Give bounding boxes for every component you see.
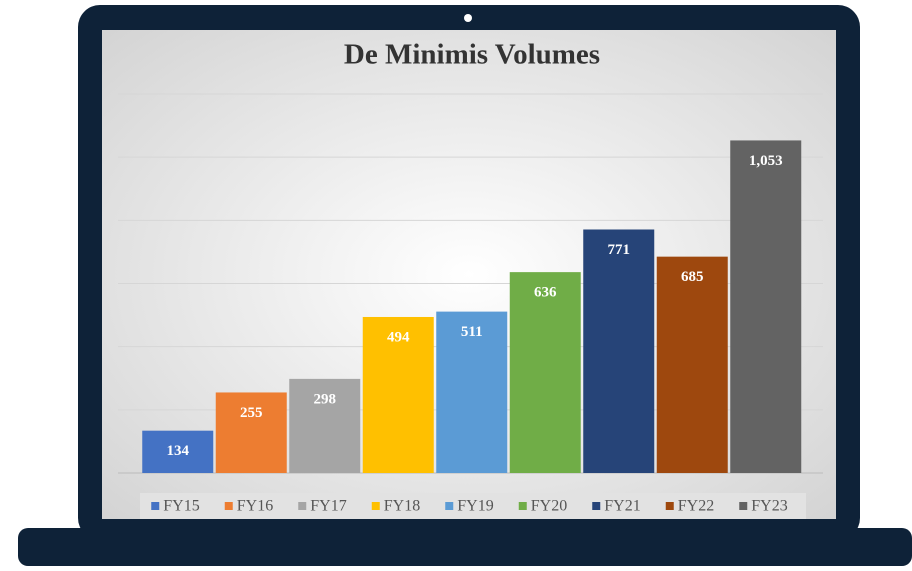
- data-label: 771: [608, 242, 631, 258]
- bar: [215, 392, 287, 473]
- legend-label: FY22: [678, 498, 714, 515]
- legend-label: FY23: [751, 498, 787, 515]
- legend-swatch: [151, 502, 160, 510]
- legend-label: FY18: [384, 498, 420, 515]
- legend-swatch: [445, 502, 454, 510]
- data-label: 685: [681, 269, 704, 285]
- data-label: 1,053: [749, 153, 783, 169]
- bar: [289, 378, 361, 473]
- legend-background: [140, 493, 806, 519]
- data-label: 636: [534, 285, 557, 301]
- data-label: 511: [461, 324, 483, 340]
- bar: [583, 229, 655, 473]
- bar: [730, 140, 802, 474]
- legend-swatch: [739, 502, 748, 510]
- legend-swatch: [592, 502, 601, 510]
- legend-swatch: [298, 502, 307, 510]
- legend-swatch: [371, 502, 380, 510]
- legend-swatch: [518, 502, 527, 510]
- laptop-base: [18, 528, 912, 566]
- bar: [656, 256, 728, 473]
- legend-label: FY21: [604, 498, 640, 515]
- legend-label: FY17: [310, 498, 346, 515]
- legend-label: FY16: [237, 498, 273, 515]
- bar: [509, 272, 581, 473]
- data-label: 134: [167, 443, 190, 459]
- chart-title: De Minimis Volumes: [344, 39, 600, 71]
- legend-swatch: [224, 502, 233, 510]
- data-label: 494: [387, 329, 410, 345]
- legend-label: FY20: [531, 498, 567, 515]
- legend-label: FY19: [457, 498, 493, 515]
- legend-swatch: [665, 502, 674, 510]
- bar: [436, 311, 508, 473]
- bar: [142, 430, 214, 473]
- data-label: 255: [240, 405, 263, 421]
- bar: [362, 316, 434, 473]
- legend-label: FY15: [163, 498, 199, 515]
- camera: [464, 14, 472, 22]
- data-label: 298: [314, 391, 337, 407]
